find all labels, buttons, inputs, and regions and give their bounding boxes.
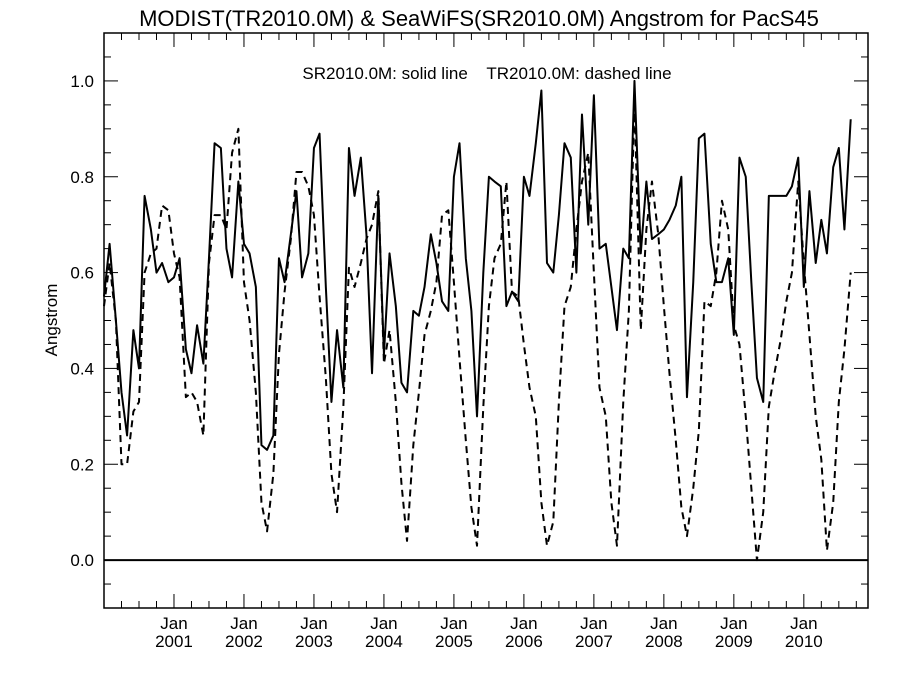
chart-title: MODIST(TR2010.0M) & SeaWiFS(SR2010.0M) A… — [139, 6, 819, 31]
y-tick-label: 0.4 — [70, 359, 94, 378]
x-tick-label-year: 2005 — [435, 632, 473, 651]
x-tick-label-month: Jan — [160, 614, 187, 633]
series-line-sr2010-0m — [103, 79, 852, 451]
x-tick-label-month: Jan — [720, 614, 747, 633]
y-tick-label: 0.2 — [70, 455, 94, 474]
x-tick-label-year: 2010 — [785, 632, 823, 651]
x-tick-label-month: Jan — [440, 614, 467, 633]
legend-text: SR2010.0M: solid line TR2010.0M: dashed … — [302, 64, 671, 83]
y-tick-label: 0.8 — [70, 168, 94, 187]
plot-layer: 0.00.20.40.60.81.0Jan2001Jan2002Jan2003J… — [70, 32, 869, 651]
x-tick-label-year: 2004 — [365, 632, 403, 651]
x-tick-label-month: Jan — [300, 614, 327, 633]
y-tick-label: 1.0 — [70, 72, 94, 91]
x-tick-label-month: Jan — [790, 614, 817, 633]
x-tick-label-month: Jan — [580, 614, 607, 633]
x-tick-label-month: Jan — [230, 614, 257, 633]
x-tick-label-month: Jan — [370, 614, 397, 633]
x-tick-label-year: 2003 — [295, 632, 333, 651]
y-tick-label: 0.0 — [70, 551, 94, 570]
x-tick-label-month: Jan — [510, 614, 537, 633]
x-tick-label-year: 2002 — [225, 632, 263, 651]
series-line-tr2010-0m — [103, 99, 852, 562]
y-axis-label: Angstrom — [42, 284, 61, 357]
x-tick-label-year: 2007 — [575, 632, 613, 651]
y-tick-label: 0.6 — [70, 264, 94, 283]
x-tick-label-year: 2008 — [645, 632, 683, 651]
x-tick-label-year: 2001 — [155, 632, 193, 651]
x-tick-label-year: 2009 — [715, 632, 753, 651]
x-tick-label-month: Jan — [650, 614, 677, 633]
x-tick-label-year: 2006 — [505, 632, 543, 651]
